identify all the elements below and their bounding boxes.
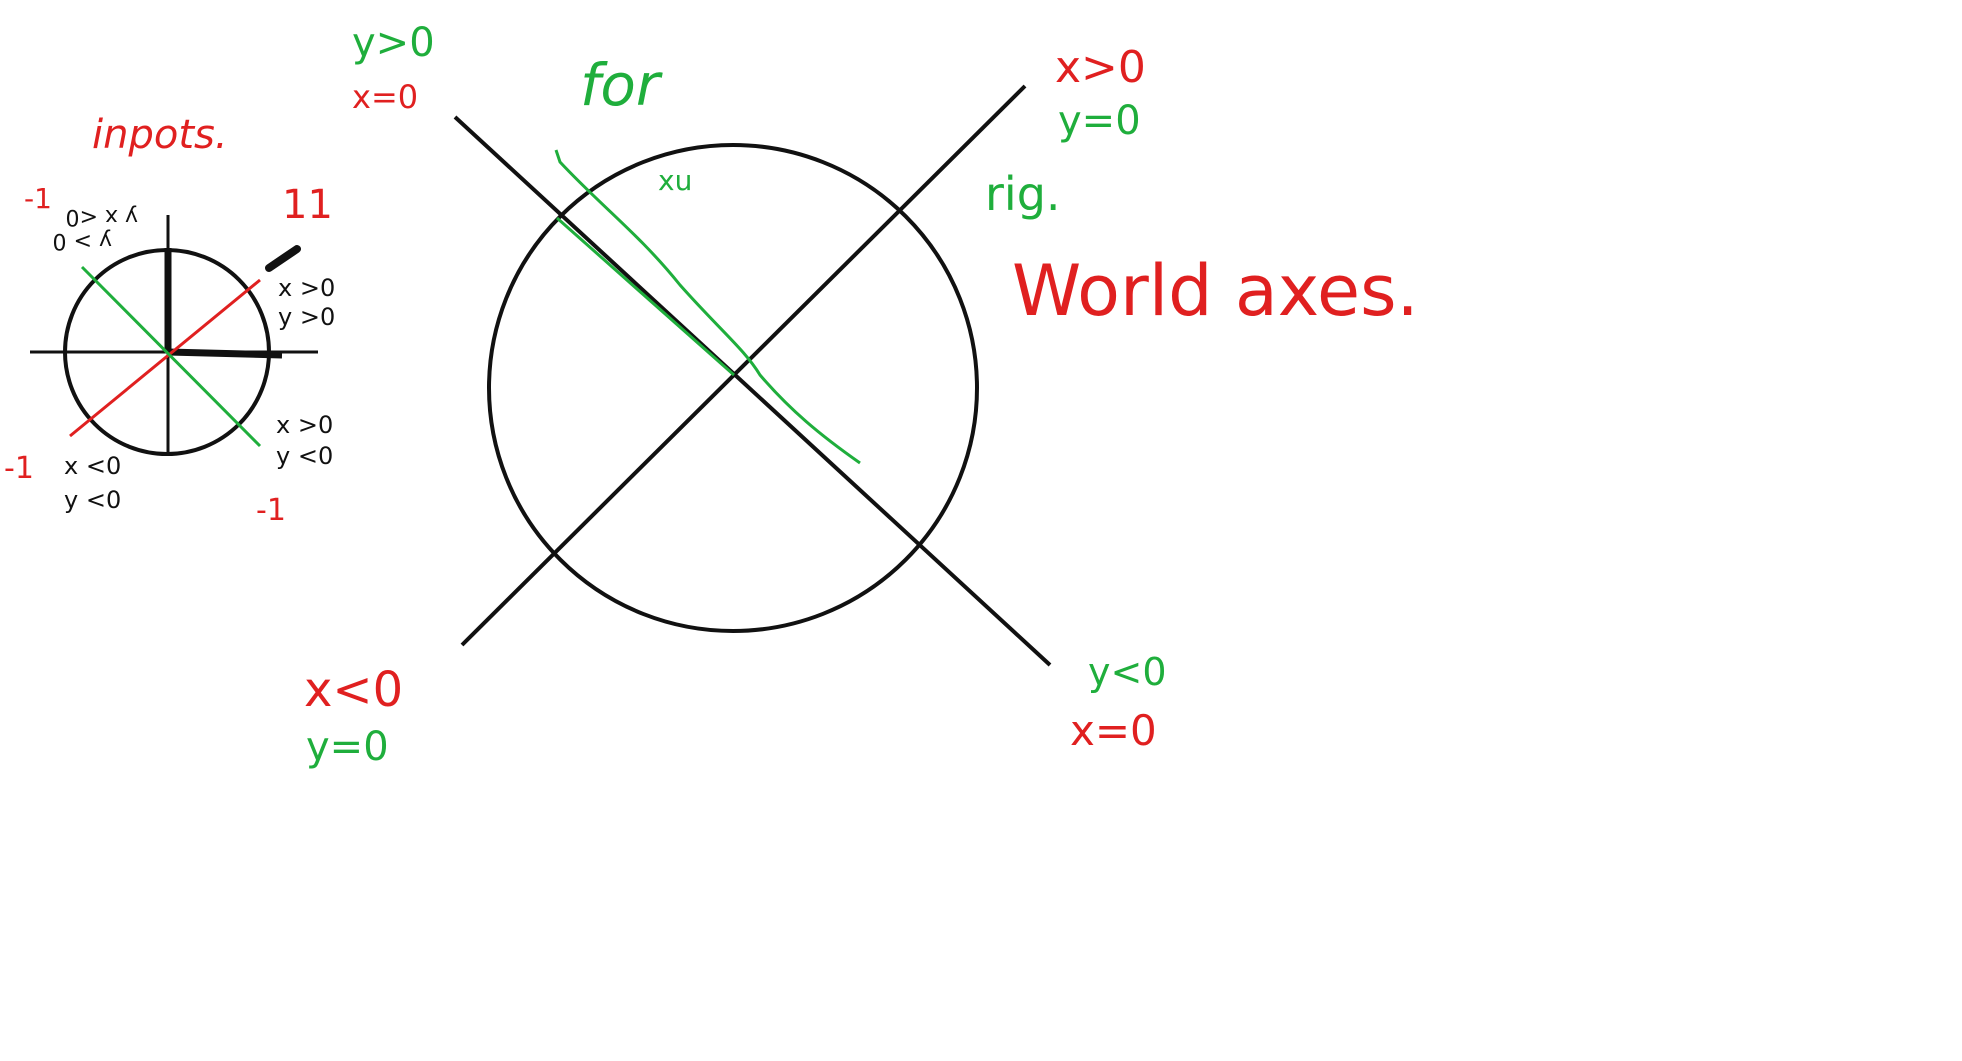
- small-quad-top-left-line1: y x <0: [66, 204, 138, 229]
- small-title: inpots.: [92, 112, 228, 158]
- small-green-diagonal: [80, 265, 262, 448]
- small-value-bottom-left: -1: [4, 451, 34, 486]
- small-quad-top-right-line1: x >0: [278, 274, 335, 302]
- small-value-bottom-right: -1: [256, 493, 286, 528]
- small-value-top-right: 11: [282, 182, 333, 228]
- annotation-for: for: [580, 51, 663, 119]
- label-bottom-right-line1: y<0: [1088, 650, 1167, 694]
- label-top-left-line2: x=0: [352, 78, 418, 116]
- label-top-right-line2: y=0: [1058, 98, 1141, 144]
- large-axis-top-right-to-bottom-left: [460, 84, 1027, 647]
- small-bold-tick-mark: [265, 245, 301, 272]
- small-quad-bottom-right-line1: x >0: [276, 411, 333, 439]
- small-quad-top-right-line2: y >0: [278, 303, 335, 331]
- annotation-world-axes: World axes.: [1012, 250, 1419, 332]
- large-axis-top-left-to-bottom-right: [453, 115, 1052, 667]
- label-bottom-right-line2: x=0: [1070, 706, 1157, 755]
- annotation-rig: rig.: [985, 167, 1061, 221]
- annotation-xu: xu: [658, 164, 692, 197]
- small-horizontal-axis-bold: [167, 348, 283, 359]
- label-bottom-left-line2: y=0: [306, 724, 389, 770]
- small-value-top-left: -1: [24, 182, 52, 215]
- label-top-right-line1: x>0: [1055, 42, 1146, 93]
- small-red-diagonal: [69, 278, 261, 438]
- large-circle: [487, 143, 979, 633]
- small-unit-circle-diagram: inpots. 11 -1 -1 -1 y x <0 y > 0 x >0 y …: [4, 112, 335, 528]
- small-quad-bottom-right-line2: y <0: [276, 442, 333, 470]
- small-quad-top-left-line2: y > 0: [53, 228, 112, 253]
- large-green-overlay-line: [556, 216, 735, 377]
- large-green-curve: [554, 149, 861, 465]
- label-bottom-left-line1: x<0: [304, 662, 403, 718]
- small-quad-bottom-left-line1: x <0: [64, 452, 121, 480]
- small-quad-bottom-left-line2: y <0: [64, 486, 121, 514]
- large-circle-diagram: y>0 x=0 x>0 y=0 x<0 y=0 y<0 x=0 for xu r…: [304, 20, 1419, 770]
- label-top-left-line1: y>0: [352, 20, 435, 66]
